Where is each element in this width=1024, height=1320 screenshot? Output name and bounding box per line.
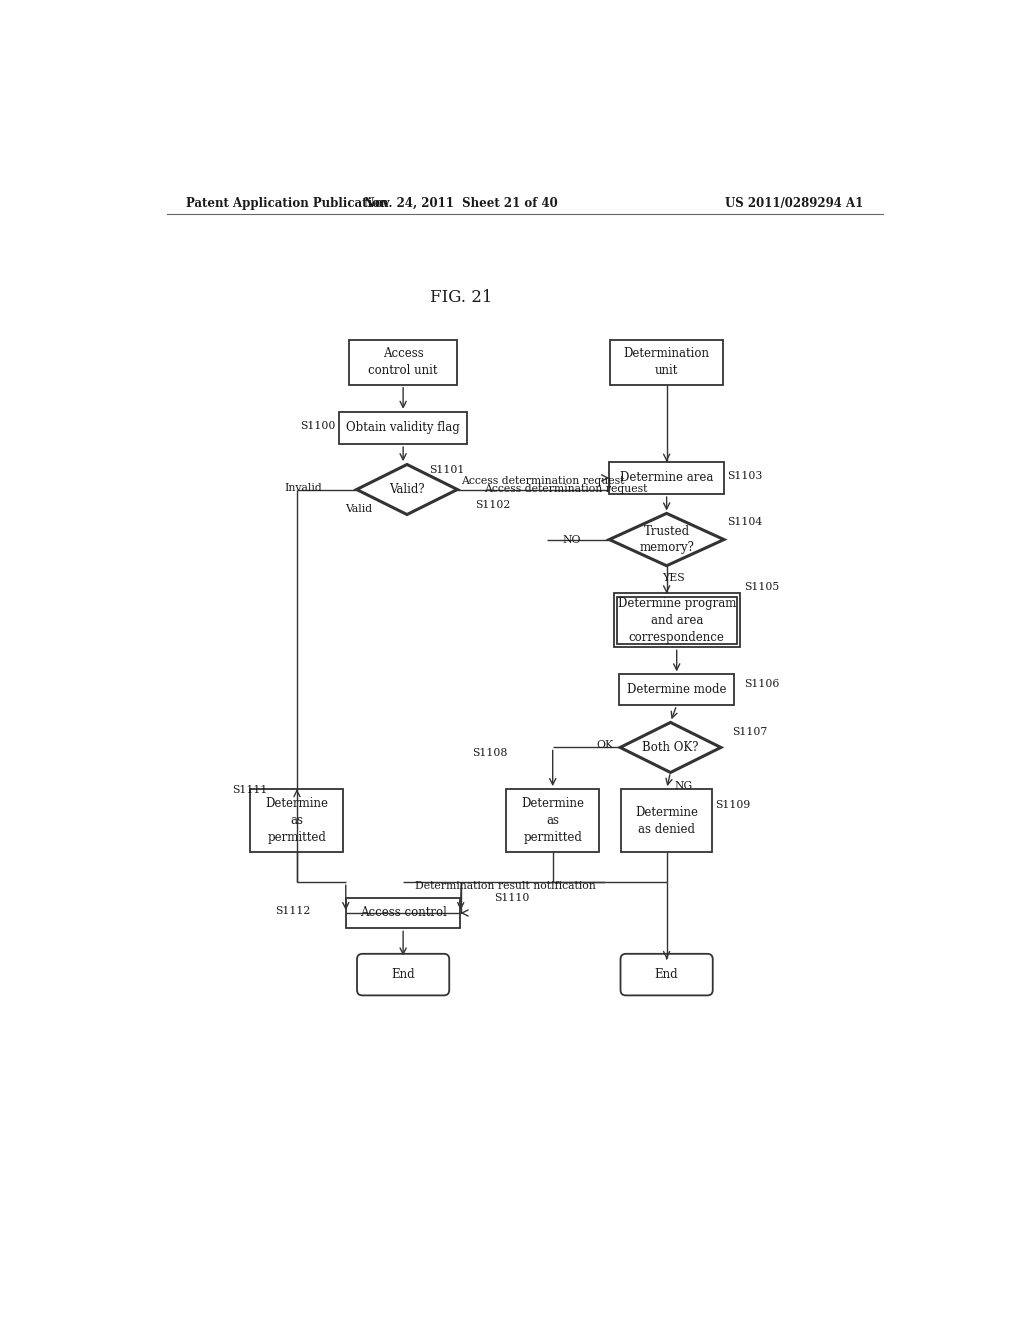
FancyBboxPatch shape: [357, 954, 450, 995]
Text: S1112: S1112: [275, 907, 311, 916]
Text: Determine program
and area
correspondence: Determine program and area correspondenc…: [617, 597, 736, 644]
Text: S1107: S1107: [732, 727, 767, 737]
Text: End: End: [654, 968, 679, 981]
Text: Invalid: Invalid: [284, 483, 322, 492]
Text: S1101: S1101: [429, 465, 464, 475]
Polygon shape: [356, 465, 458, 515]
Polygon shape: [609, 513, 724, 566]
Bar: [613, 594, 740, 647]
Bar: [251, 789, 343, 853]
Text: End: End: [391, 968, 415, 981]
Text: S1110: S1110: [494, 892, 529, 903]
Bar: [346, 898, 461, 928]
Text: S1111: S1111: [232, 785, 267, 795]
Text: S1104: S1104: [727, 517, 762, 527]
Text: S1108: S1108: [472, 748, 508, 758]
Text: Valid: Valid: [345, 504, 372, 513]
Bar: [349, 341, 458, 385]
Text: S1103: S1103: [727, 471, 763, 480]
Text: FIG. 21: FIG. 21: [430, 289, 493, 305]
Text: Determine
as
permitted: Determine as permitted: [265, 797, 329, 843]
Text: Determine area: Determine area: [620, 471, 714, 484]
Text: Determine
as denied: Determine as denied: [635, 805, 698, 836]
FancyBboxPatch shape: [621, 954, 713, 995]
Text: Valid?: Valid?: [389, 483, 425, 496]
Text: Determine mode: Determine mode: [627, 684, 726, 696]
Text: Determine
as
permitted: Determine as permitted: [521, 797, 585, 843]
Bar: [616, 597, 736, 644]
Text: Trusted
memory?: Trusted memory?: [639, 525, 694, 554]
Text: OK: OK: [596, 741, 613, 750]
Text: US 2011/0289294 A1: US 2011/0289294 A1: [725, 197, 863, 210]
Polygon shape: [621, 722, 721, 772]
Text: NO: NO: [563, 535, 582, 545]
Text: S1105: S1105: [744, 582, 779, 591]
Text: Both OK?: Both OK?: [642, 741, 698, 754]
Text: Obtain validity flag: Obtain validity flag: [346, 421, 460, 434]
Bar: [621, 789, 713, 853]
Text: S1106: S1106: [744, 678, 779, 689]
Bar: [620, 675, 734, 705]
Text: Access determination request: Access determination request: [484, 484, 648, 495]
Bar: [506, 789, 599, 853]
Text: Access determination request: Access determination request: [461, 475, 625, 486]
Text: S1100: S1100: [300, 421, 336, 432]
Text: Nov. 24, 2011  Sheet 21 of 40: Nov. 24, 2011 Sheet 21 of 40: [365, 197, 558, 210]
Bar: [609, 462, 724, 494]
Text: Patent Application Publication: Patent Application Publication: [186, 197, 389, 210]
Text: Access control: Access control: [359, 907, 446, 920]
Bar: [339, 412, 467, 444]
Text: NG: NG: [675, 781, 692, 791]
Text: Determination result notification: Determination result notification: [415, 880, 596, 891]
Text: YES: YES: [662, 573, 684, 583]
Text: Determination
unit: Determination unit: [624, 347, 710, 378]
Text: S1102: S1102: [475, 500, 511, 510]
Text: Access
control unit: Access control unit: [369, 347, 438, 378]
Text: S1109: S1109: [716, 800, 751, 810]
Bar: [610, 341, 723, 385]
